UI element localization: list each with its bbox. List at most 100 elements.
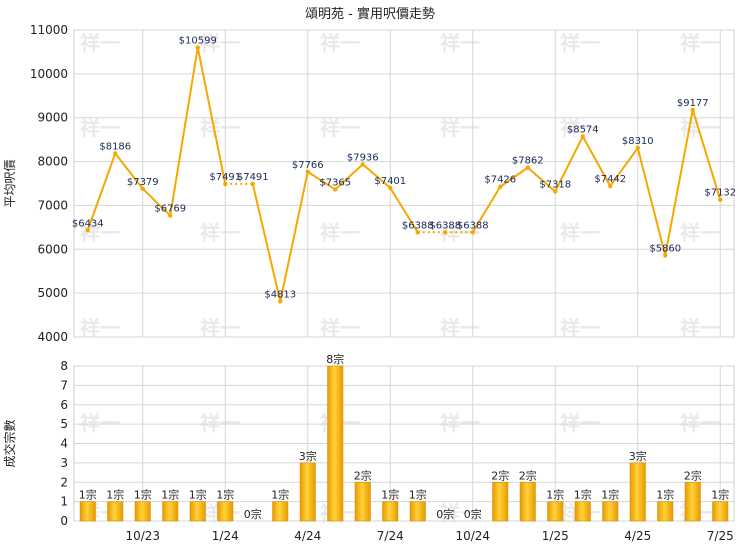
x-tick-label: 7/24 [377, 529, 404, 543]
price-point [305, 169, 310, 175]
price-line-segment [279, 171, 309, 302]
watermark-text: 祥一 [80, 221, 120, 245]
price-line-segment [691, 109, 722, 200]
transaction-bar [217, 501, 234, 522]
price-point [388, 185, 393, 191]
watermark-text: 祥一 [560, 221, 600, 245]
price-data-label: $7766 [292, 160, 324, 171]
price-line-segment [114, 152, 144, 190]
price-data-label: $7379 [127, 177, 159, 188]
transaction-bar-label: 1宗 [271, 488, 289, 502]
watermark-text: 祥一 [200, 221, 240, 245]
price-line-segment [609, 147, 639, 187]
price-point [278, 299, 283, 304]
watermark-text: 祥一 [680, 31, 720, 55]
price-line-segment [196, 47, 227, 185]
transaction-bar [79, 501, 96, 522]
watermark-text: 祥一 [200, 31, 240, 55]
price-line-segment [389, 187, 419, 233]
transaction-bar-label: 1宗 [106, 488, 124, 502]
transaction-bar [409, 501, 426, 522]
price-point [608, 183, 613, 189]
price-data-label: $6388 [402, 220, 434, 231]
price-data-label: $7401 [374, 176, 406, 187]
y-tick-label: 4 [60, 437, 68, 451]
y-tick-label: 1 [60, 495, 68, 509]
transaction-bar [492, 481, 509, 522]
price-point [195, 45, 200, 50]
price-line-segment [471, 186, 502, 233]
price-point [470, 230, 475, 235]
transaction-bar-label: 1宗 [79, 488, 97, 502]
watermark-text: 祥一 [680, 316, 720, 340]
price-line-segment [86, 153, 117, 231]
price-data-label: $9177 [677, 98, 709, 109]
price-data-label: $7442 [594, 174, 626, 185]
price-point [85, 228, 90, 233]
watermark-text: 祥一 [200, 411, 240, 435]
price-line-segment [664, 109, 694, 256]
price-data-label: $7365 [319, 177, 351, 188]
watermark-text: 祥一 [560, 116, 600, 140]
transaction-bar [657, 501, 674, 522]
price-line-segment [142, 188, 171, 217]
watermark-text: 祥一 [200, 116, 240, 140]
watermark-text: 祥一 [320, 31, 360, 55]
x-tick-label: 10/24 [455, 529, 490, 543]
transaction-bar-label: 2宗 [684, 468, 702, 482]
watermark-text: 祥一 [80, 116, 120, 140]
watermark-text: 祥一 [80, 31, 120, 55]
y-tick-label: 10000 [30, 67, 68, 81]
price-line-segment [499, 166, 529, 188]
y-tick-label: 8 [60, 359, 68, 373]
transaction-bar-label: 2宗 [354, 468, 372, 482]
x-tick-label: 1/25 [542, 529, 569, 543]
transaction-bar-label: 0宗 [464, 507, 482, 521]
price-point [663, 253, 668, 258]
transaction-bar [272, 501, 289, 522]
price-line-segment [362, 163, 391, 189]
watermark-text: 祥一 [440, 316, 480, 340]
watermark-text: 祥一 [320, 116, 360, 140]
transaction-bar-label: 0宗 [436, 507, 454, 521]
price-point [333, 187, 338, 192]
transaction-bar [602, 501, 619, 522]
watermark-text: 祥一 [320, 316, 360, 340]
transaction-bar [712, 501, 729, 522]
price-data-label: $8186 [99, 141, 131, 152]
y-tick-label: 7 [60, 378, 68, 392]
chart-title: 頌明苑 - 實用呎價走勢 [305, 6, 435, 22]
price-data-label: $7491 [237, 172, 269, 183]
price-point [360, 162, 365, 167]
watermark-text: 祥一 [560, 31, 600, 55]
y-tick-label: 5 [60, 417, 68, 431]
transaction-bar-label: 1宗 [601, 488, 619, 502]
transaction-bar-label: 2宗 [491, 468, 509, 482]
watermark-text: 祥一 [440, 116, 480, 140]
price-line-segment [307, 170, 336, 191]
x-tick-label: 4/25 [624, 529, 651, 543]
y-tick-label: 2 [60, 475, 68, 489]
price-data-label: $7862 [512, 156, 544, 167]
transaction-bar [519, 481, 536, 522]
watermark-text: 祥一 [80, 316, 120, 340]
price-line-segment [554, 135, 584, 192]
transaction-bar [547, 501, 564, 522]
watermark-text: 祥一 [200, 316, 240, 340]
transaction-bar-label: 1宗 [711, 488, 729, 502]
watermark-text: 祥一 [320, 221, 360, 245]
price-data-label: $7318 [539, 179, 571, 190]
transaction-bar-label: 3宗 [629, 449, 647, 463]
price-point [415, 230, 420, 235]
price-data-label: $6388 [457, 220, 489, 231]
y-tick-label: 11000 [30, 23, 68, 37]
transaction-bar-label: 8宗 [326, 352, 344, 366]
transaction-bar [134, 501, 151, 522]
price-point [223, 181, 228, 187]
transaction-bar [107, 501, 124, 522]
watermark-text: 祥一 [560, 411, 600, 435]
transaction-bar [189, 501, 206, 522]
price-point [690, 107, 695, 113]
